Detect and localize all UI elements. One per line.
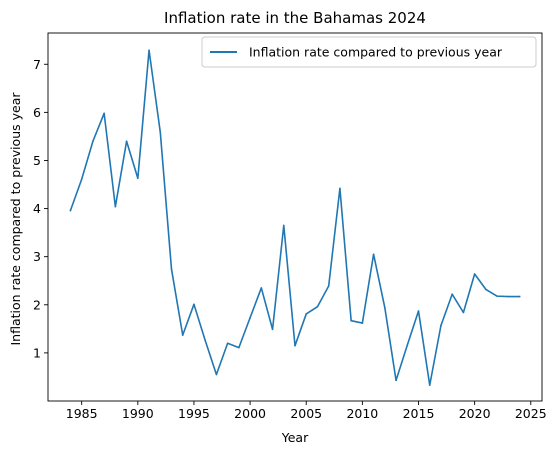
y-tick-label: 6 bbox=[33, 105, 41, 120]
x-tick-label: 2010 bbox=[346, 406, 378, 421]
x-tick-label: 2015 bbox=[403, 406, 435, 421]
chart-title: Inflation rate in the Bahamas 2024 bbox=[164, 9, 426, 27]
x-tick-label: 2025 bbox=[515, 406, 547, 421]
data-point-2012 bbox=[384, 306, 386, 309]
axes-frame bbox=[47, 32, 543, 402]
data-point-1993 bbox=[170, 268, 173, 270]
data-point-2001 bbox=[260, 287, 263, 289]
data-point-1990 bbox=[137, 177, 139, 180]
x-axis-label: Year bbox=[281, 430, 309, 445]
y-tick-label: 1 bbox=[33, 345, 41, 360]
data-point-2010 bbox=[361, 322, 364, 324]
x-tick-label: 1995 bbox=[178, 406, 210, 421]
data-point-1987 bbox=[103, 112, 105, 115]
y-tick-label: 4 bbox=[33, 201, 41, 216]
data-point-2018 bbox=[451, 293, 453, 296]
data-point-1999 bbox=[238, 346, 240, 349]
data-point-2024 bbox=[518, 295, 521, 298]
data-point-2000 bbox=[249, 316, 251, 319]
data-point-1991 bbox=[148, 49, 150, 52]
data-point-1998 bbox=[226, 342, 229, 345]
data-point-1985 bbox=[80, 178, 83, 181]
y-tick-label: 3 bbox=[33, 249, 41, 264]
data-point-2023 bbox=[507, 295, 510, 298]
y-tick-label: 2 bbox=[33, 297, 41, 312]
x-tick-label: 2005 bbox=[290, 406, 322, 421]
x-tick-label: 1985 bbox=[66, 406, 98, 421]
data-point-2015 bbox=[417, 310, 420, 312]
data-point-2019 bbox=[462, 311, 465, 314]
data-point-2007 bbox=[327, 285, 330, 287]
x-tick-label: 2000 bbox=[234, 406, 266, 421]
data-point-2009 bbox=[350, 319, 352, 322]
data-point-1988 bbox=[114, 205, 117, 208]
data-point-1996 bbox=[204, 339, 206, 342]
data-point-2003 bbox=[282, 224, 285, 227]
data-point-2017 bbox=[440, 324, 442, 327]
legend-label: Inflation rate compared to previous year bbox=[249, 45, 503, 60]
data-point-1992 bbox=[159, 131, 162, 133]
data-point-1997 bbox=[215, 373, 218, 376]
y-axis-label: Inflation rate compared to previous year bbox=[8, 92, 23, 346]
y-tick-label: 5 bbox=[33, 153, 41, 168]
x-tick-label: 1990 bbox=[122, 406, 154, 421]
plot-area: 1985 1990 1995 2000 2005 2010 2015 2020 2025 1 2 3 4… bbox=[33, 32, 547, 421]
data-point-2004 bbox=[294, 344, 296, 347]
data-point-2011 bbox=[372, 253, 375, 256]
data-point-1986 bbox=[92, 140, 94, 143]
data-point-2005 bbox=[305, 313, 308, 315]
legend-frame bbox=[201, 36, 537, 68]
series-line-0 bbox=[69, 49, 521, 386]
data-point-2022 bbox=[496, 295, 498, 297]
data-point-2008 bbox=[339, 187, 341, 190]
data-point-1984 bbox=[69, 209, 72, 212]
data-point-2016 bbox=[428, 384, 431, 386]
y-tick-label: 7 bbox=[33, 57, 41, 72]
data-point-1989 bbox=[125, 140, 128, 143]
data-point-2013 bbox=[395, 379, 397, 382]
data-point-1995 bbox=[193, 303, 195, 306]
data-point-2014 bbox=[406, 344, 409, 347]
data-point-2006 bbox=[316, 305, 319, 308]
data-point-1994 bbox=[181, 334, 184, 336]
legend: Inflation rate compared to previous year bbox=[201, 36, 537, 68]
x-tick-label: 2020 bbox=[459, 406, 491, 421]
data-point-2021 bbox=[485, 288, 487, 291]
data-point-2002 bbox=[271, 328, 274, 331]
data-point-2020 bbox=[473, 273, 476, 275]
